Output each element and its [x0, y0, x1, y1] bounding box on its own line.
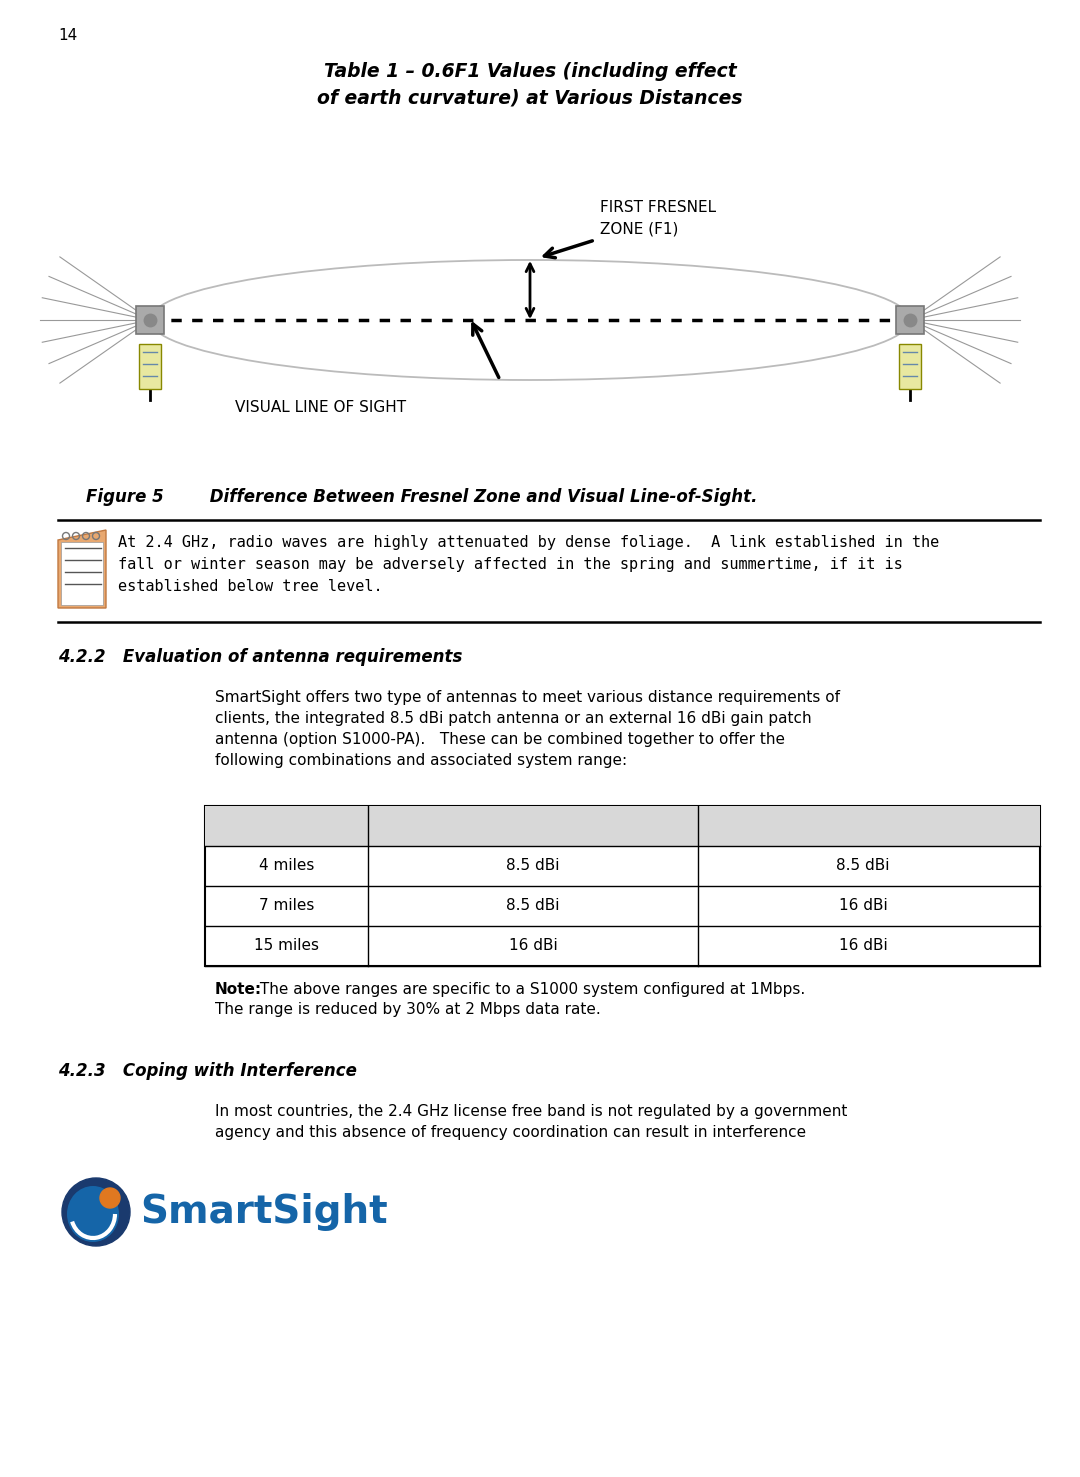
Text: The range is reduced by 30% at 2 Mbps data rate.: The range is reduced by 30% at 2 Mbps da…: [215, 1001, 600, 1018]
Text: 8.5 dBi: 8.5 dBi: [836, 858, 890, 873]
Bar: [205, 806, 1040, 966]
Text: established below tree level.: established below tree level.: [118, 579, 382, 594]
Text: Note:: Note:: [215, 982, 262, 997]
Text: VISUAL LINE OF SIGHT: VISUAL LINE OF SIGHT: [235, 400, 406, 415]
Text: 7 miles: 7 miles: [259, 898, 314, 913]
Bar: [896, 306, 924, 334]
Text: SmartSight offers two type of antennas to meet various distance requirements of: SmartSight offers two type of antennas t…: [215, 690, 840, 705]
Text: 8.5 dBi: 8.5 dBi: [507, 898, 559, 913]
Text: of earth curvature) at Various Distances: of earth curvature) at Various Distances: [318, 89, 743, 106]
Text: 4.2.2   Evaluation of antenna requirements: 4.2.2 Evaluation of antenna requirements: [58, 648, 462, 666]
Text: Figure 5: Figure 5: [86, 487, 164, 507]
Text: In most countries, the 2.4 GHz license free band is not regulated by a governmen: In most countries, the 2.4 GHz license f…: [215, 1103, 848, 1120]
Text: 15 miles: 15 miles: [254, 938, 319, 954]
Text: Difference Between Fresnel Zone and Visual Line-of-Sight.: Difference Between Fresnel Zone and Visu…: [181, 487, 757, 507]
Bar: [60, 542, 103, 606]
Polygon shape: [58, 530, 106, 609]
Text: 16 dBi: 16 dBi: [509, 938, 557, 954]
Text: fall or winter season may be adversely affected in the spring and summertime, if: fall or winter season may be adversely a…: [118, 557, 903, 572]
Text: Table 1 – 0.6F1 Values (including effect: Table 1 – 0.6F1 Values (including effect: [324, 62, 737, 81]
Text: clients, the integrated 8.5 dBi patch antenna or an external 16 dBi gain patch: clients, the integrated 8.5 dBi patch an…: [215, 710, 812, 727]
Text: 4.2.3   Coping with Interference: 4.2.3 Coping with Interference: [58, 1062, 356, 1080]
Text: S1000-TX Antenna Gain: S1000-TX Antenna Gain: [432, 818, 634, 833]
Bar: [136, 306, 164, 334]
Bar: [899, 344, 921, 388]
Text: FIRST FRESNEL: FIRST FRESNEL: [600, 199, 716, 216]
Circle shape: [100, 1188, 120, 1208]
Text: following combinations and associated system range:: following combinations and associated sy…: [215, 753, 627, 768]
Text: antenna (option S1000-PA).   These can be combined together to offer the: antenna (option S1000-PA). These can be …: [215, 733, 785, 747]
Text: 16 dBi: 16 dBi: [839, 898, 888, 913]
Ellipse shape: [67, 1186, 119, 1242]
Text: 16 dBi: 16 dBi: [839, 938, 888, 954]
Bar: [205, 806, 1040, 846]
Circle shape: [62, 1179, 130, 1247]
Text: S1000-RX Antenna Gain: S1000-RX Antenna Gain: [760, 818, 966, 833]
Text: 14: 14: [58, 28, 78, 43]
Text: 4 miles: 4 miles: [259, 858, 314, 873]
Text: At 2.4 GHz, radio waves are highly attenuated by dense foliage.  A link establis: At 2.4 GHz, radio waves are highly atten…: [118, 535, 940, 549]
Text: The above ranges are specific to a S1000 system configured at 1Mbps.: The above ranges are specific to a S1000…: [255, 982, 806, 997]
Text: Range: Range: [259, 818, 313, 833]
Text: SmartSight: SmartSight: [140, 1193, 388, 1230]
Text: agency and this absence of frequency coordination can result in interference: agency and this absence of frequency coo…: [215, 1125, 806, 1140]
Text: ZONE (F1): ZONE (F1): [600, 222, 678, 236]
Text: 8.5 dBi: 8.5 dBi: [507, 858, 559, 873]
Bar: [139, 344, 161, 388]
